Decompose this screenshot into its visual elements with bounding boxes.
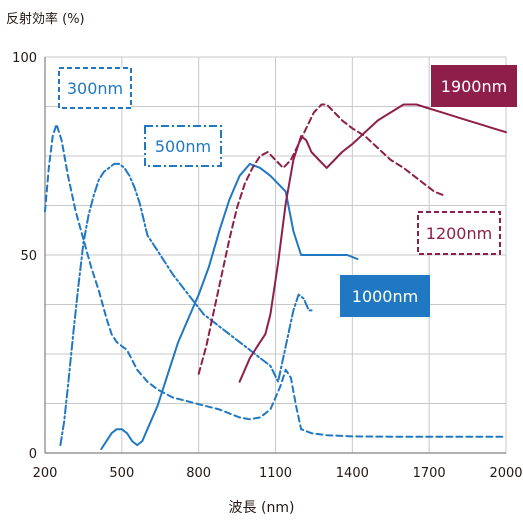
series-label-box — [144, 125, 222, 167]
series-label-box — [340, 275, 430, 317]
series-line-1900nm — [238, 103, 507, 383]
series-label-box — [431, 65, 517, 107]
series-labels: 300nm 500nm 1000nm 1200nm 1900nm — [58, 65, 517, 317]
x-tick-label: 1100 — [259, 466, 292, 481]
x-tick-label: 200 — [33, 466, 58, 481]
series-label-text: 300nm — [67, 79, 123, 98]
y-tick-label: 0 — [29, 447, 37, 462]
x-tick-label: 2000 — [489, 466, 522, 481]
x-axis-label: 波長 (nm) — [228, 500, 295, 516]
series-line-1200nm — [197, 103, 446, 375]
series-label-text: 1900nm — [441, 77, 507, 96]
y-tick-label: 100 — [12, 51, 37, 66]
series-label-box — [58, 67, 132, 109]
series-label-1200nm: 1200nm — [417, 211, 501, 255]
x-tick-label: 500 — [109, 466, 134, 481]
x-tick-label: 1700 — [413, 466, 446, 481]
x-tick-label: 800 — [186, 466, 211, 481]
series-label-300nm: 300nm — [58, 67, 132, 109]
series-label-text: 1000nm — [352, 287, 418, 306]
y-tick-label: 50 — [20, 249, 37, 264]
tick-labels: 200 500 800 1100 1400 1700 2000 0 50 100 — [12, 51, 522, 481]
series-label-box — [417, 211, 501, 255]
series-label-500nm: 500nm — [144, 125, 222, 167]
x-tick-label: 1400 — [336, 466, 369, 481]
series-label-text: 500nm — [155, 137, 211, 156]
series-line-300nm — [44, 123, 507, 438]
series-label-1900nm: 1900nm — [431, 65, 517, 107]
axes — [44, 56, 507, 454]
series-label-1000nm: 1000nm — [340, 275, 430, 317]
series-line-1000nm — [100, 162, 359, 450]
series-line-500nm — [59, 162, 315, 447]
series-lines — [44, 103, 507, 450]
series-label-text: 1200nm — [426, 224, 492, 243]
y-axis-label: 反射効率 (%) — [6, 12, 85, 27]
